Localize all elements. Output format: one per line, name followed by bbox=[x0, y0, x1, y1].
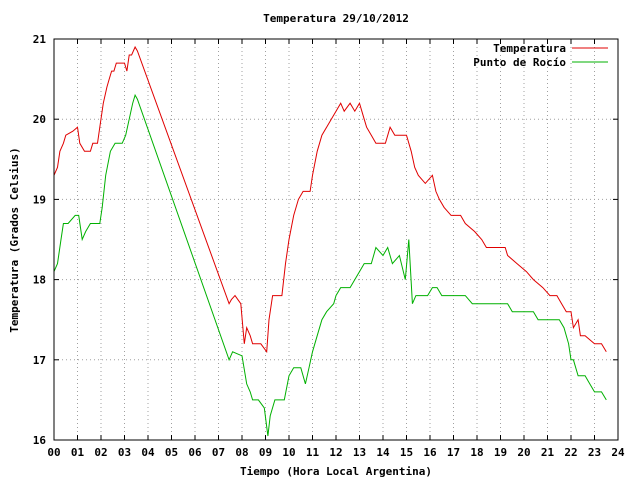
legend: Temperatura Punto de Rocío bbox=[473, 42, 608, 69]
x-tick-label: 20 bbox=[517, 446, 530, 459]
legend-label-punto-de-rocio: Punto de Rocío bbox=[473, 56, 566, 69]
y-tick-label: 19 bbox=[33, 193, 46, 206]
x-tick-label: 06 bbox=[188, 446, 202, 459]
x-tick-label: 03 bbox=[118, 446, 131, 459]
x-tick-label: 05 bbox=[165, 446, 178, 459]
grid bbox=[54, 39, 618, 440]
y-tick-label: 18 bbox=[33, 274, 46, 287]
x-tick-label: 02 bbox=[94, 446, 107, 459]
series-lines bbox=[53, 45, 607, 437]
x-tick-label: 14 bbox=[376, 446, 390, 459]
x-tick-label: 11 bbox=[306, 446, 320, 459]
y-tick-label: 17 bbox=[33, 354, 46, 367]
x-tick-label: 07 bbox=[212, 446, 225, 459]
x-tick-label: 10 bbox=[282, 446, 295, 459]
x-tick-label: 23 bbox=[588, 446, 601, 459]
x-tick-label: 01 bbox=[71, 446, 85, 459]
x-tick-label: 18 bbox=[470, 446, 483, 459]
legend-label-temperatura: Temperatura bbox=[493, 42, 566, 55]
y-tick-label: 21 bbox=[33, 33, 47, 46]
y-tick-label: 20 bbox=[33, 113, 46, 126]
series-line-punto-de-rocio bbox=[53, 93, 607, 437]
chart-title: Temperatura 29/10/2012 bbox=[263, 12, 409, 25]
x-tick-label: 13 bbox=[353, 446, 366, 459]
x-tick-label: 04 bbox=[141, 446, 155, 459]
x-tick-label: 00 bbox=[47, 446, 60, 459]
x-tick-label: 24 bbox=[611, 446, 625, 459]
y-axis-ticks: 16 17 18 19 20 21 bbox=[33, 33, 618, 447]
x-tick-label: 12 bbox=[329, 446, 342, 459]
x-tick-label: 17 bbox=[447, 446, 460, 459]
x-tick-label: 15 bbox=[400, 446, 413, 459]
series-line-temperatura bbox=[53, 45, 607, 354]
x-tick-label: 21 bbox=[541, 446, 555, 459]
x-tick-label: 09 bbox=[259, 446, 272, 459]
x-tick-label: 19 bbox=[494, 446, 507, 459]
y-tick-label: 16 bbox=[33, 434, 47, 447]
x-axis-ticks: 00 01 02 03 04 05 06 07 08 09 10 11 12 13 14 15 16 17 18 19… bbox=[47, 39, 625, 459]
x-axis-label: Tiempo (Hora Local Argentina) bbox=[240, 465, 432, 478]
y-axis-label: Temperatura (Grados Celsius) bbox=[8, 147, 21, 332]
x-tick-label: 08 bbox=[235, 446, 248, 459]
x-tick-label: 22 bbox=[564, 446, 577, 459]
plot-frame bbox=[53, 38, 619, 441]
x-tick-label: 16 bbox=[423, 446, 437, 459]
